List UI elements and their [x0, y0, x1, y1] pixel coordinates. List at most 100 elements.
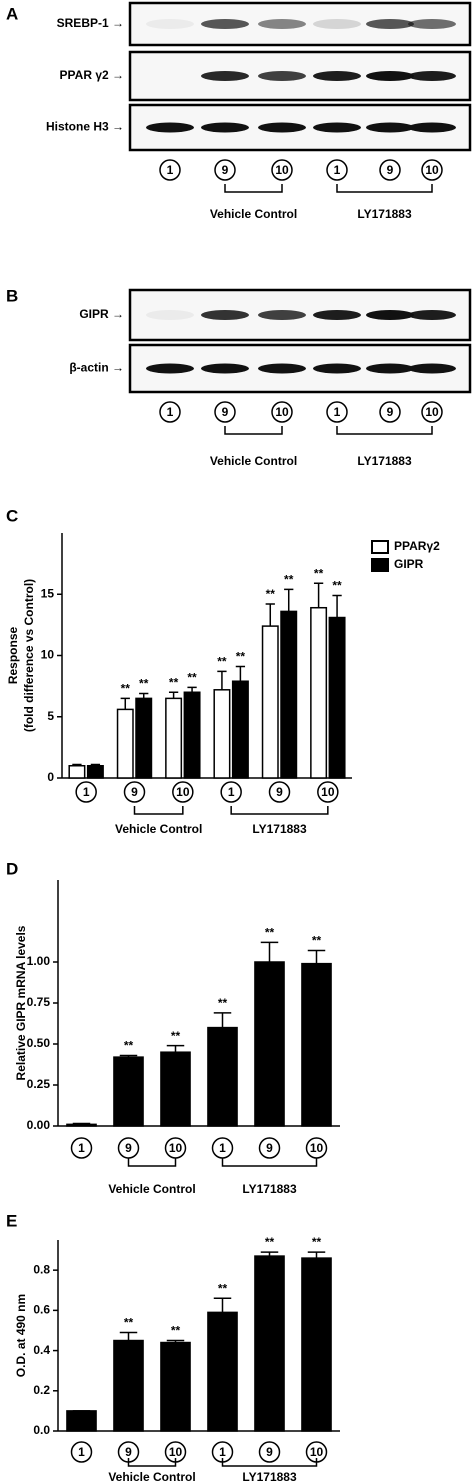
- group-label: Vehicle Control: [210, 454, 297, 468]
- significance: **: [171, 1324, 181, 1338]
- lane-label: 1: [334, 163, 341, 177]
- blot-band: [408, 71, 456, 81]
- group-bracket: [224, 426, 283, 435]
- error-bar: [166, 1044, 185, 1053]
- lane-label: 9: [131, 785, 138, 799]
- blot-band: [313, 19, 361, 29]
- error-bar: [168, 691, 179, 699]
- legend-swatch: [371, 558, 389, 572]
- lane-circle: [271, 159, 293, 181]
- y-tick-label: 1.00: [27, 954, 51, 968]
- significance: **: [312, 1235, 322, 1249]
- y-tick-label: 0.2: [33, 1383, 50, 1397]
- blot-row-label: β-actin →: [69, 361, 124, 375]
- y-axis-label: Relative GIPR mRNA levels: [14, 925, 28, 1080]
- blot-band: [146, 19, 194, 29]
- significance: **: [124, 1316, 134, 1330]
- blot-band: [201, 71, 249, 81]
- lane-label: 1: [78, 1445, 85, 1459]
- error-bar: [120, 697, 130, 710]
- lane-circle: [326, 401, 348, 423]
- error-bar: [313, 582, 324, 608]
- error-bar: [119, 1054, 138, 1058]
- group-bracket: [230, 806, 329, 815]
- lane-label: 10: [275, 163, 289, 177]
- lane-label: 1: [228, 785, 235, 799]
- error-bar: [213, 1297, 232, 1313]
- error-bar: [265, 603, 275, 627]
- panel-label: B: [6, 286, 18, 305]
- bar: [213, 689, 231, 779]
- lane-circle: [268, 781, 291, 803]
- lane-circle: [317, 781, 339, 803]
- lane-circle: [123, 781, 146, 803]
- y-tick-label: 10: [41, 648, 55, 662]
- group-label: LY171883: [242, 1470, 297, 1483]
- lane-label: 1: [334, 405, 341, 419]
- blot-band: [408, 122, 456, 133]
- bar: [183, 691, 201, 779]
- blot-band: [201, 122, 249, 133]
- y-tick-label: 0.4: [33, 1343, 50, 1357]
- blot-band: [258, 363, 306, 374]
- panel-label: C: [6, 506, 18, 525]
- legend-swatch: [371, 540, 389, 554]
- legend-label: GIPR: [394, 557, 424, 571]
- lane-label: 1: [219, 1445, 226, 1459]
- blot-band: [366, 363, 414, 374]
- error-bar: [72, 763, 82, 766]
- blot-band: [258, 310, 306, 320]
- blot-row-label: Histone H3 →: [46, 120, 124, 134]
- error-bar: [307, 949, 326, 964]
- group-bracket: [133, 806, 184, 815]
- lane-circle: [326, 159, 348, 181]
- lane-circle: [75, 781, 97, 803]
- bar: [328, 616, 346, 779]
- y-tick-label: 0.0: [33, 1423, 50, 1437]
- error-bar: [119, 1331, 138, 1341]
- blot-row-label: PPAR γ2 →: [60, 68, 124, 82]
- y-tick-label: 0.8: [33, 1262, 50, 1276]
- group-label: Vehicle Control: [210, 207, 297, 221]
- blot-band: [366, 19, 414, 29]
- bar: [254, 1255, 285, 1432]
- lane-label: 10: [321, 785, 335, 799]
- y-tick-label: 0: [47, 770, 54, 784]
- bar: [86, 765, 104, 779]
- blot-band: [366, 122, 414, 133]
- blot-band: [258, 122, 306, 133]
- blot-band: [313, 310, 361, 320]
- lane-label: 10: [169, 1141, 183, 1155]
- bar: [165, 697, 183, 779]
- lane-circle: [159, 401, 181, 423]
- lane-circle: [421, 401, 443, 423]
- group-label: LY171883: [242, 1182, 297, 1196]
- lane-circle: [159, 159, 181, 181]
- group-bracket: [127, 1158, 177, 1167]
- significance: **: [266, 587, 276, 601]
- blot-band: [408, 310, 456, 320]
- error-bar: [72, 1122, 91, 1125]
- lane-label: 10: [425, 163, 439, 177]
- blot-band: [313, 71, 361, 81]
- lane-circle: [214, 159, 236, 181]
- group-label: LY171883: [252, 822, 307, 836]
- lane-circle: [214, 401, 236, 423]
- blot-row-label: SREBP-1 →: [57, 16, 124, 30]
- bar: [261, 625, 279, 779]
- bar: [66, 1410, 97, 1432]
- error-bar: [90, 763, 101, 766]
- legend-label: PPARγ2: [394, 539, 440, 553]
- lane-circle: [70, 1137, 93, 1159]
- lane-circle: [271, 401, 293, 423]
- lane-label: 10: [310, 1445, 324, 1459]
- bar: [68, 765, 86, 779]
- lane-circle: [379, 401, 401, 423]
- lane-label: 9: [266, 1141, 273, 1155]
- error-bar: [284, 588, 294, 612]
- group-bracket: [336, 184, 433, 193]
- panel-label: E: [6, 1211, 17, 1230]
- group-bracket: [224, 184, 283, 193]
- group-bracket: [221, 1158, 318, 1167]
- significance: **: [236, 650, 246, 664]
